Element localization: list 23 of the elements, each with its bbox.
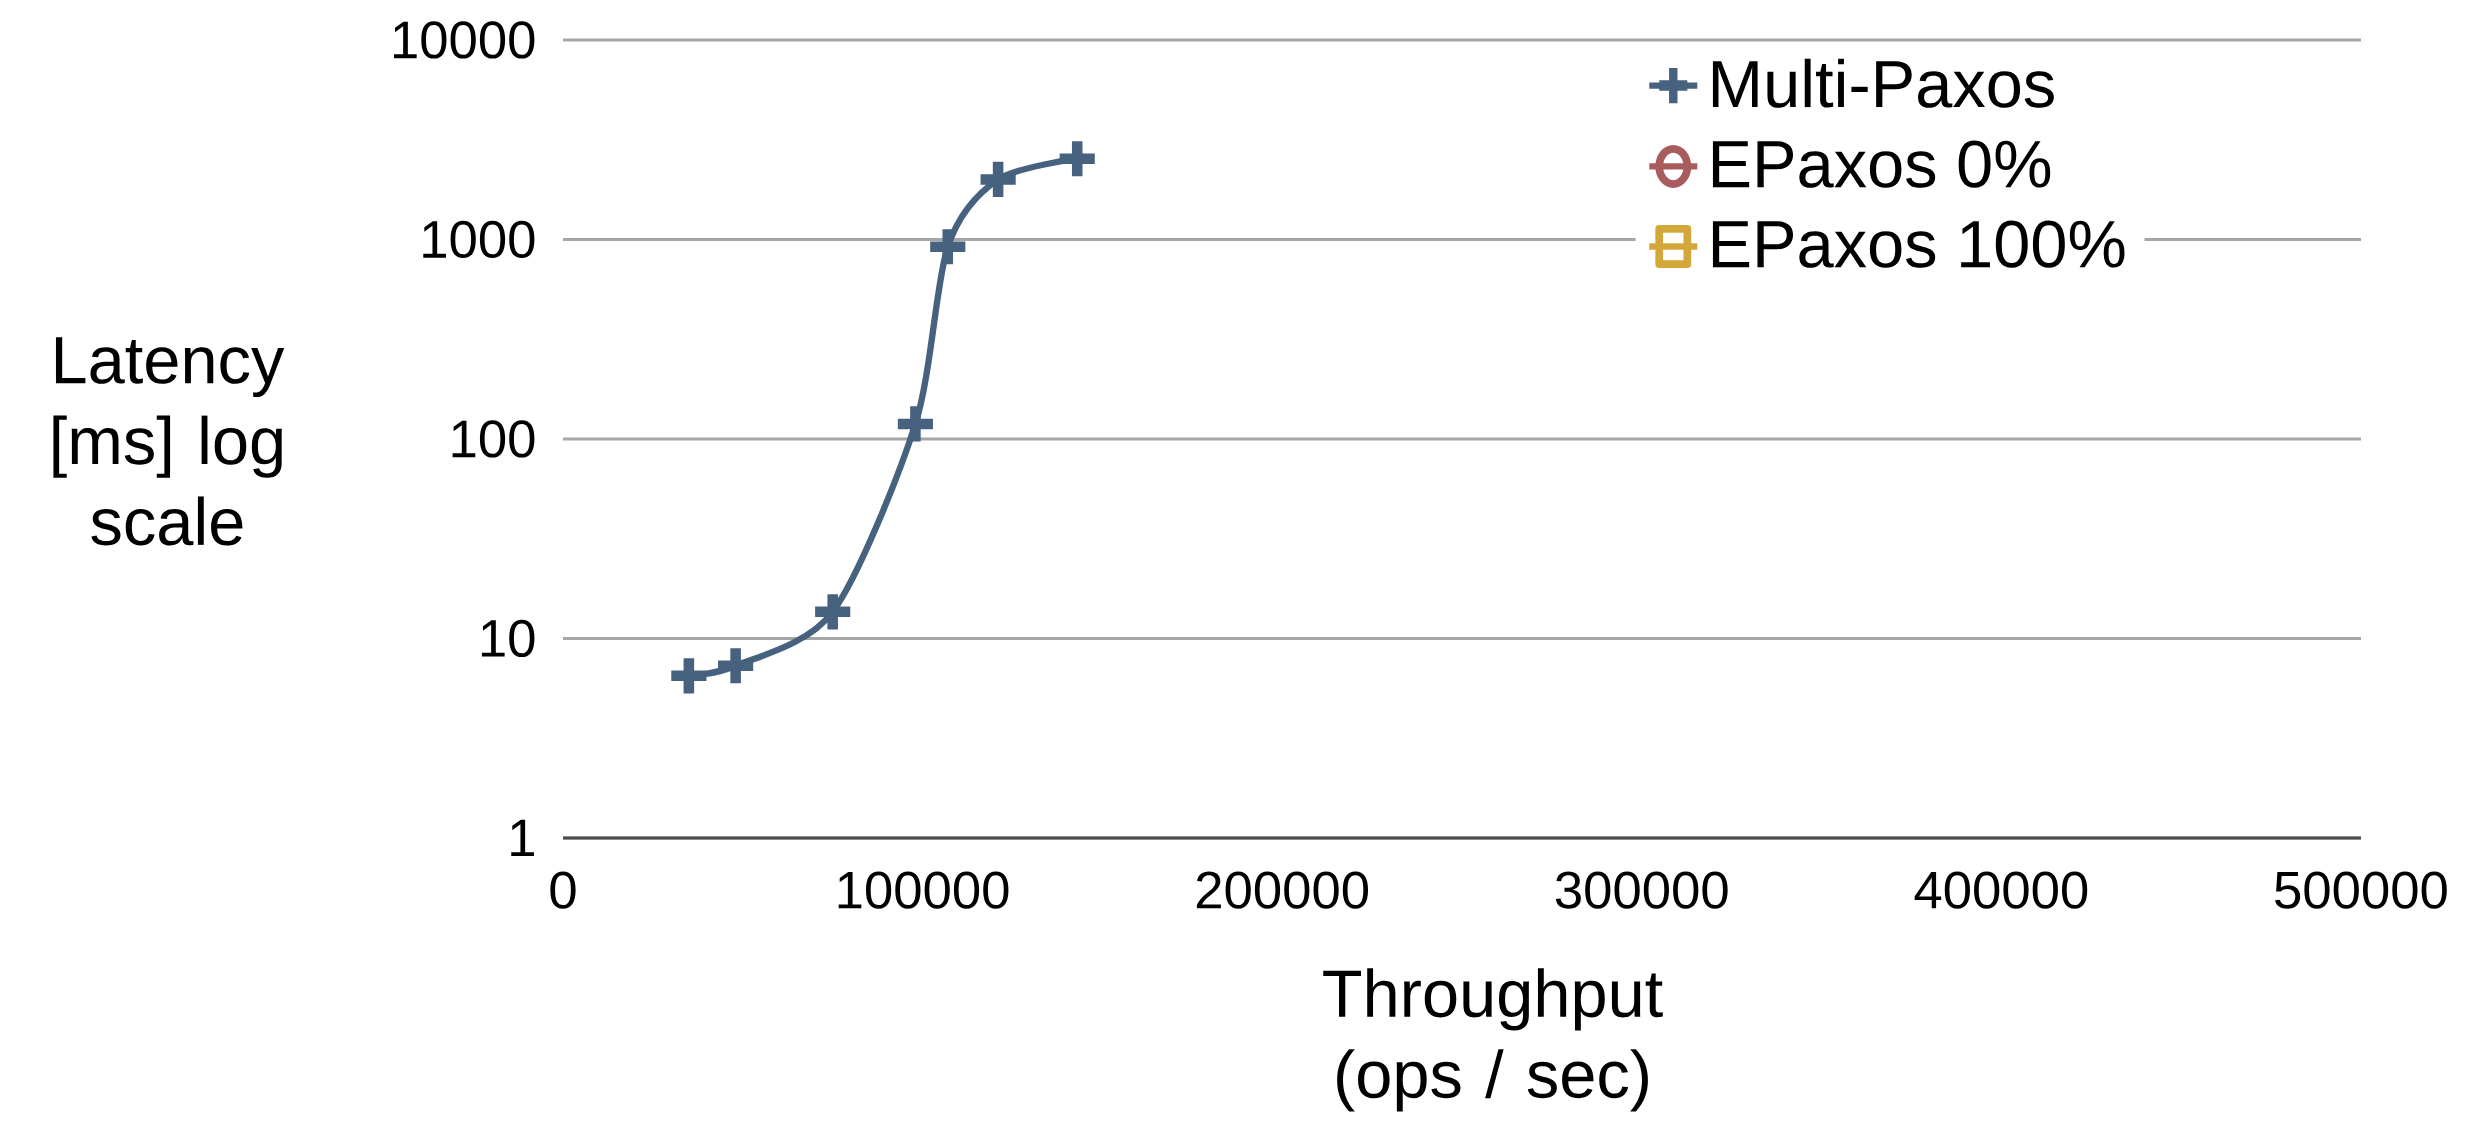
legend-label: Multi-Paxos	[1712, 58, 2054, 108]
x-tick-label: 500000	[2275, 871, 2447, 909]
x-tick-label: 0	[550, 871, 576, 909]
point	[897, 406, 933, 442]
x-tick-label: 300000	[1555, 871, 1728, 909]
point	[1059, 141, 1095, 177]
legend-label: EPaxos 100%	[1712, 220, 2125, 268]
y-tick-label: 10	[481, 619, 535, 658]
y-tick-label: 10000	[393, 21, 535, 59]
y-axis-title: Latency [ms] log scale	[53, 337, 285, 546]
y-tick-label: 1	[511, 819, 534, 857]
point	[671, 658, 707, 694]
y-tick-label: 100	[452, 420, 535, 458]
legend-label: EPaxos 0%	[1712, 140, 2051, 188]
point	[980, 161, 1016, 198]
point	[718, 648, 754, 684]
x-tick-label: 100000	[838, 871, 1009, 909]
y-tick-label: 1000	[423, 220, 535, 259]
point	[930, 229, 966, 265]
point	[815, 594, 851, 630]
x-tick-label: 400000	[1914, 871, 2088, 909]
x-axis-title: Throughput (ops / sec)	[1323, 968, 1663, 1112]
x-tick-label: 200000	[1196, 871, 1369, 909]
